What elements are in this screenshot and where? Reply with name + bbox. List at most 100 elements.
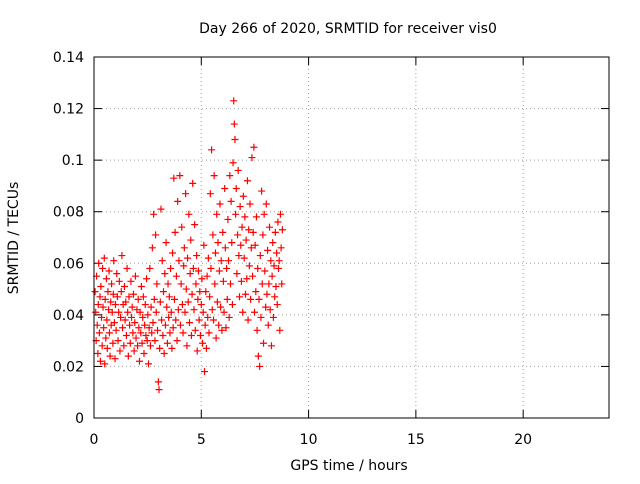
data-point [252, 213, 260, 221]
data-point [276, 210, 284, 218]
data-point [91, 288, 99, 296]
data-point [199, 308, 207, 316]
data-point [165, 313, 173, 321]
data-point [132, 334, 140, 342]
data-point [219, 228, 227, 236]
data-point [269, 313, 277, 321]
data-point [275, 264, 283, 272]
data-point [271, 228, 279, 236]
data-point [208, 306, 216, 314]
data-point [242, 236, 250, 244]
data-point [221, 244, 229, 252]
data-point [201, 321, 209, 329]
data-point [217, 303, 225, 311]
data-point [158, 257, 166, 265]
data-point [250, 143, 258, 151]
data-point [210, 316, 218, 324]
data-point [115, 277, 123, 285]
gridlines [94, 57, 609, 418]
data-point [120, 282, 128, 290]
data-point [216, 200, 224, 208]
data-point [103, 316, 111, 324]
data-point [134, 295, 142, 303]
data-point [206, 190, 214, 198]
data-point [98, 342, 106, 350]
data-point [172, 316, 180, 324]
data-point [146, 264, 154, 272]
data-point [160, 288, 168, 296]
data-point [152, 231, 160, 239]
data-point [275, 257, 283, 265]
data-point [124, 352, 132, 360]
data-point [272, 282, 280, 290]
data-point [239, 308, 247, 316]
y-tick-label: 0.08 [53, 205, 84, 221]
data-point [222, 324, 230, 332]
x-tick-label: 10 [300, 432, 318, 448]
data-point [262, 200, 270, 208]
data-point [277, 244, 285, 252]
data-point [105, 329, 113, 337]
data-point [189, 179, 197, 187]
data-point [156, 344, 164, 352]
data-point [139, 313, 147, 321]
data-point [184, 254, 192, 262]
data-point [248, 154, 256, 162]
data-point [131, 272, 139, 280]
data-point [185, 319, 193, 327]
data-point [200, 241, 208, 249]
data-point [168, 344, 176, 352]
data-point [141, 321, 149, 329]
data-point [155, 386, 163, 394]
data-point [249, 228, 257, 236]
data-point [111, 301, 119, 309]
data-point [159, 331, 167, 339]
y-axis-label: SRMTID / TECUs [6, 182, 22, 295]
data-point [203, 272, 211, 280]
y-tick-label: 0.12 [53, 102, 84, 118]
data-point [245, 262, 253, 270]
data-point [240, 254, 248, 262]
data-point [99, 303, 107, 311]
y-tick-label: 0.04 [53, 308, 84, 324]
data-point [247, 244, 255, 252]
data-point [190, 306, 198, 314]
data-point [162, 239, 170, 247]
data-point [147, 303, 155, 311]
data-point [148, 244, 156, 252]
data-point [193, 347, 201, 355]
data-point [149, 319, 157, 327]
data-point [195, 316, 203, 324]
data-point [187, 236, 195, 244]
data-point [169, 249, 177, 257]
data-point [178, 223, 186, 231]
data-point [161, 270, 169, 278]
data-point [213, 210, 221, 218]
data-point [122, 298, 130, 306]
data-point [239, 192, 247, 200]
data-point [157, 205, 165, 213]
chart-title: Day 266 of 2020, SRMTID for receiver vis… [199, 21, 497, 37]
data-point [171, 228, 179, 236]
data-point [131, 319, 139, 327]
data-point [220, 308, 228, 316]
data-point [230, 97, 238, 105]
data-point [249, 272, 257, 280]
data-point [178, 301, 186, 309]
data-point [208, 146, 216, 154]
data-point [102, 275, 110, 283]
data-point [128, 303, 136, 311]
data-point [204, 254, 212, 262]
data-point [99, 264, 107, 272]
data-point [247, 295, 255, 303]
data-point [235, 252, 243, 260]
data-point [246, 200, 254, 208]
data-point [121, 316, 129, 324]
data-point [127, 277, 135, 285]
data-point [221, 185, 229, 193]
data-point [105, 306, 113, 314]
data-point [191, 326, 199, 334]
data-point [238, 223, 246, 231]
data-point [245, 226, 253, 234]
